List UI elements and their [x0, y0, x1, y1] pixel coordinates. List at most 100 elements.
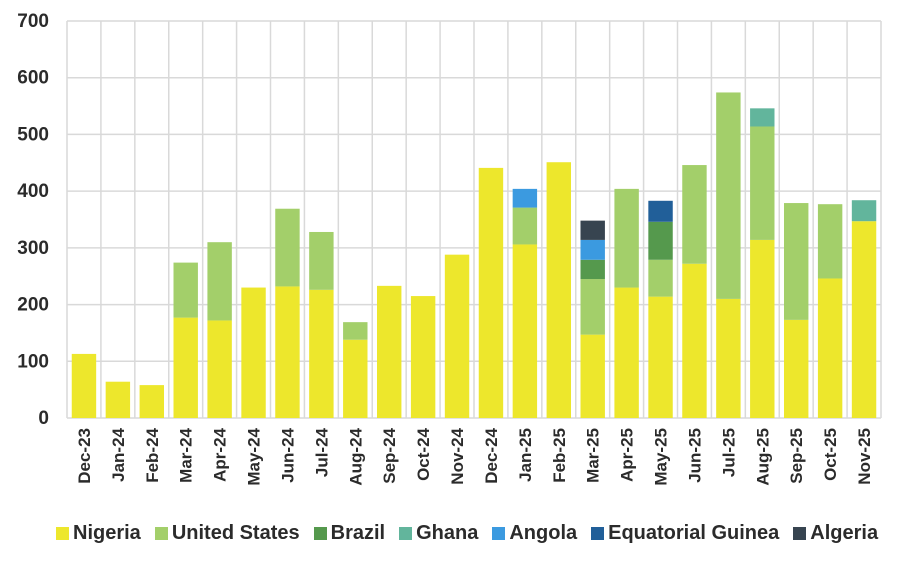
legend-swatch: [399, 527, 413, 540]
bar-segment: [376, 285, 402, 418]
x-tick-label: Jul-24: [312, 427, 331, 477]
bar-segment: [817, 204, 843, 279]
x-tick-label: Dec-23: [75, 428, 94, 484]
bar-segment: [580, 334, 605, 418]
bar-segment: [512, 207, 538, 245]
y-tick-label: 400: [17, 181, 49, 202]
bar-segment: [275, 286, 300, 418]
bar-segment: [478, 167, 504, 418]
x-tick-label: Jul-25: [719, 428, 738, 477]
legend-label: Nigeria: [73, 522, 141, 544]
y-tick-label: 700: [17, 11, 49, 32]
legend-label: Ghana: [416, 522, 479, 544]
bar-segment: [173, 262, 198, 318]
x-tick-label: Jun-24: [278, 427, 297, 482]
x-tick-label: Oct-24: [414, 427, 433, 480]
legend-item: Brazil: [313, 522, 386, 545]
bar-segment: [444, 254, 470, 418]
legend-swatch: [492, 527, 506, 540]
legend-swatch: [56, 527, 69, 540]
y-tick-label: 100: [17, 351, 49, 372]
y-tick-label: 500: [17, 124, 49, 145]
bar-segment: [207, 242, 232, 321]
bar-segment: [410, 296, 436, 418]
x-tick-label: Apr-25: [618, 428, 637, 482]
bar-segment: [580, 279, 605, 335]
bar-segment: [580, 259, 605, 280]
x-tick-label: Apr-24: [211, 427, 230, 481]
legend-item: Algeria: [793, 522, 878, 545]
bar-segment: [275, 208, 300, 287]
stacked-bar-chart: 0 100 200 300 400 500 600 700 Dec-23 Jan-24 Feb-2…: [17, 11, 882, 486]
legend-item: Nigeria: [56, 522, 141, 545]
legend-item: United States: [154, 522, 300, 545]
bar-segment: [173, 317, 198, 418]
y-tick-label: 0: [38, 408, 49, 429]
bar-segment: [783, 203, 809, 320]
legend-item: Angola: [492, 522, 577, 545]
x-tick-label: Sep-25: [787, 428, 806, 484]
x-tick-label: Aug-24: [346, 427, 365, 485]
gridlines: [66, 20, 882, 419]
y-tick-label: 600: [17, 68, 49, 89]
bar-segment: [71, 353, 97, 418]
x-tick-label: Nov-25: [855, 428, 874, 485]
legend-swatch: [591, 527, 605, 540]
x-tick-label: Sep-24: [380, 427, 399, 483]
legend-label: United States: [171, 522, 300, 544]
bar-segment: [580, 239, 605, 260]
legend: Nigeria United States Brazil Ghana Angola Equ…: [56, 522, 892, 545]
legend-label: Angola: [509, 522, 578, 544]
legend-swatch: [313, 527, 327, 540]
bar-segment: [580, 220, 605, 240]
x-tick-label: Aug-25: [753, 428, 772, 486]
bar-segment: [750, 108, 775, 127]
bar-segment: [207, 320, 232, 418]
legend-label: Algeria: [810, 522, 879, 544]
bar-segment: [716, 92, 741, 299]
bar-segment: [648, 296, 673, 418]
y-tick-label: 200: [17, 295, 49, 316]
legend-swatch: [793, 527, 807, 540]
legend-label: Brazil: [330, 522, 386, 544]
legend-item: Ghana: [399, 522, 478, 545]
legend-label: Equatorial Guinea: [608, 522, 780, 544]
x-tick-label: Jan-25: [516, 428, 535, 482]
x-tick-label: Mar-24: [177, 427, 196, 482]
bar-segment: [241, 287, 266, 418]
bar-segment: [682, 263, 707, 418]
bars: [71, 92, 877, 418]
legend-item: Equatorial Guinea: [591, 522, 779, 545]
bar-segment: [817, 278, 843, 418]
bar-segment: [648, 259, 673, 297]
y-tick-label: 300: [17, 238, 49, 259]
x-tick-label: Oct-25: [821, 428, 840, 481]
bar-segment: [783, 319, 809, 418]
x-tick-label: May-24: [245, 427, 264, 485]
bar-segment: [851, 200, 877, 222]
x-tick-label: Nov-24: [448, 427, 467, 484]
bar-segment: [309, 231, 334, 290]
y-axis-ticks: 0 100 200 300 400 500 600 700: [17, 11, 49, 429]
bar-segment: [546, 162, 572, 418]
bar-segment: [682, 165, 707, 264]
bar-segment: [648, 221, 673, 260]
bar-segment: [648, 200, 673, 222]
x-tick-label: Mar-25: [584, 428, 603, 483]
x-tick-label: Dec-24: [482, 427, 501, 483]
x-tick-label: Jun-25: [685, 428, 704, 483]
x-axis-ticks: Dec-23 Jan-24 Feb-24 Mar-24 Apr-24 May-24 Jun-…: [75, 427, 874, 485]
bar-segment: [309, 289, 334, 418]
bar-segment: [343, 339, 368, 418]
bar-segment: [614, 188, 639, 288]
bar-segment: [614, 287, 639, 418]
bar-segment: [105, 381, 131, 418]
x-tick-label: Feb-24: [143, 427, 162, 482]
bar-segment: [512, 188, 538, 208]
x-tick-label: May-25: [652, 428, 671, 486]
legend-swatch: [154, 527, 168, 540]
bar-segment: [750, 126, 775, 240]
bar-segment: [343, 322, 368, 340]
x-tick-label: Jan-24: [109, 427, 128, 481]
bar-segment: [716, 298, 741, 418]
